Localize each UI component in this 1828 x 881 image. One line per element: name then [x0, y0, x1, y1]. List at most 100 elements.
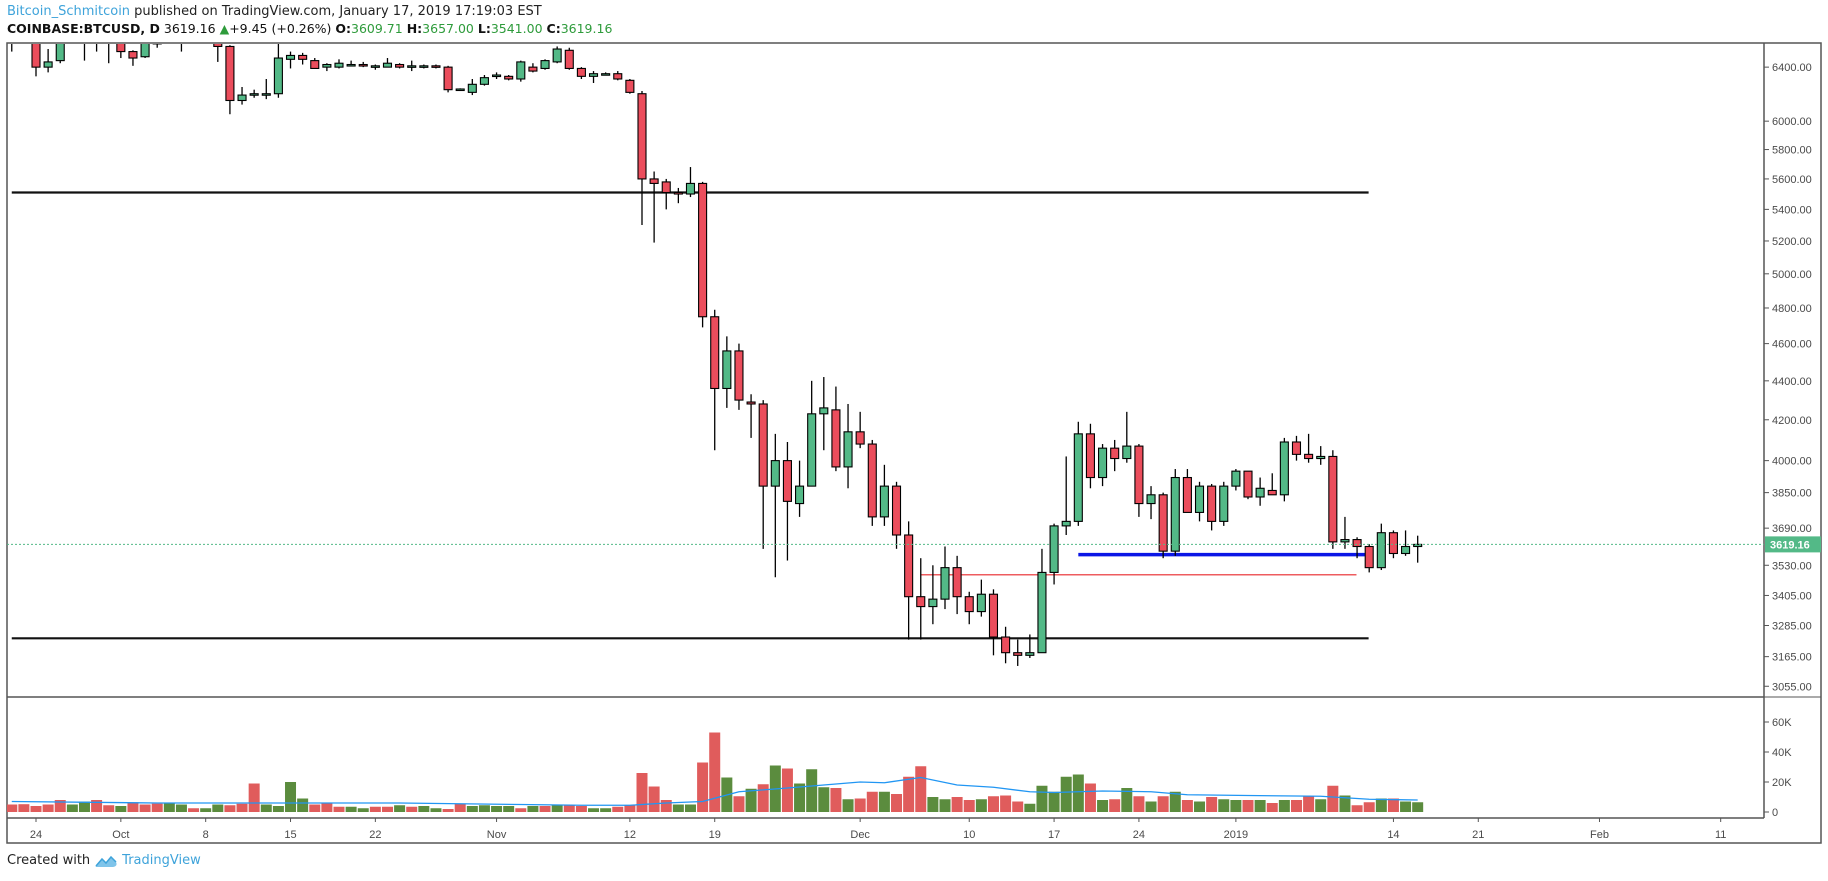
volume-bar [272, 806, 284, 812]
candle [1291, 435, 1302, 461]
volume-bar [1266, 803, 1278, 812]
candle [698, 181, 708, 328]
volume-bar [563, 805, 575, 812]
time-tick-label: Feb [1590, 829, 1609, 841]
volume-bar [745, 788, 757, 812]
volume-bar [478, 805, 490, 812]
candle [55, 44, 65, 64]
candle [795, 460, 805, 517]
volume-bar [42, 804, 54, 812]
volume-bar [200, 808, 212, 812]
time-axis[interactable]: 24 Oct 8 15 22 Nov 12 19 Dec 10 17 24 2019 14 21 Feb 11 [30, 818, 1727, 841]
volume-bar [539, 806, 551, 812]
price-tick-label: 4000.00 [1772, 456, 1812, 468]
volume-bar [1024, 803, 1036, 812]
volume-bar [684, 804, 696, 812]
time-tick-label: 22 [369, 829, 381, 841]
last-price: 3619.16 [163, 21, 216, 36]
candle [1001, 626, 1011, 664]
candle [879, 464, 889, 526]
candle [479, 75, 489, 86]
candle [140, 44, 150, 59]
volume-bar [309, 804, 321, 812]
candle [770, 433, 780, 578]
candle [322, 63, 332, 72]
author-link[interactable]: Bitcoin_Schmitcoin [7, 4, 131, 19]
candle [1352, 537, 1362, 559]
candle [552, 46, 562, 64]
price-tick-label: 5800.00 [1772, 145, 1812, 157]
volume-bar [248, 783, 260, 812]
volume-bar [139, 804, 151, 812]
candle [116, 44, 126, 59]
volume-bar [1000, 795, 1012, 812]
volume-bar [1254, 800, 1266, 812]
volume-bar [697, 762, 709, 812]
volume-bar [575, 806, 587, 812]
volume-bar [18, 804, 30, 812]
price-axis[interactable]: 6400.00 6000.00 5800.00 5600.00 5400.00 5200.… [1764, 62, 1821, 693]
candle [891, 481, 902, 549]
candle [1207, 483, 1217, 531]
horizontal-levels[interactable] [11, 191, 1369, 640]
ohlc-legend: COINBASE:BTCUSD, D 3619.16 ▲+9.45 (+0.26… [7, 21, 612, 36]
volume-bar [878, 791, 890, 812]
volume-bar [866, 791, 878, 812]
volume-bar [78, 801, 90, 812]
candle [83, 44, 86, 61]
volume-bar [1036, 785, 1048, 812]
price-tick-label: 5000.00 [1772, 269, 1812, 281]
time-tick-label: 17 [1048, 829, 1060, 841]
candle [1401, 530, 1411, 556]
volume-bar [648, 786, 660, 812]
candle [976, 579, 986, 617]
volume-bar [672, 804, 684, 812]
volume-bar [1145, 801, 1157, 812]
symbol-label: COINBASE:BTCUSD, D [7, 21, 160, 36]
candle [237, 86, 247, 105]
candle [952, 555, 962, 615]
candle [940, 546, 950, 610]
candle [1013, 639, 1023, 666]
volume-bar [1351, 805, 1363, 812]
candle [1255, 477, 1265, 506]
volume-bar [951, 797, 963, 812]
candle [213, 44, 223, 62]
volume-bar [357, 808, 369, 812]
volume-bar [527, 806, 539, 812]
candle [202, 31, 210, 39]
volume-bar [151, 803, 163, 812]
candle [1328, 450, 1338, 549]
candle [746, 394, 756, 438]
candle [370, 64, 380, 70]
time-tick-label: 14 [1387, 829, 1399, 841]
volume-bar [418, 806, 430, 812]
tradingview-link[interactable]: TradingView [122, 853, 201, 868]
candle [734, 343, 744, 410]
candle [1413, 535, 1423, 563]
volume-bar [1060, 776, 1072, 812]
candle [1025, 634, 1035, 658]
candle [1304, 433, 1314, 463]
volume-bar [1327, 785, 1339, 812]
volume-bar [806, 769, 818, 812]
price-tick-label: 6000.00 [1772, 116, 1812, 128]
candle [1316, 446, 1326, 465]
candle [1061, 456, 1071, 535]
volume-bar [1169, 791, 1181, 812]
time-tick-label: 10 [963, 829, 975, 841]
candle [819, 377, 829, 451]
time-tick-label: 8 [203, 829, 209, 841]
candle [710, 309, 720, 451]
change-value: +9.45 (+0.26%) [229, 21, 332, 36]
volume-bar [1230, 800, 1242, 812]
candle [1073, 421, 1083, 526]
candle [504, 75, 514, 81]
candle [1194, 481, 1205, 522]
candle [407, 60, 417, 72]
volume-bar [1400, 801, 1412, 812]
open-value: 3609.71 [351, 21, 403, 36]
candle [382, 58, 393, 68]
close-value: 3619.16 [560, 21, 613, 36]
